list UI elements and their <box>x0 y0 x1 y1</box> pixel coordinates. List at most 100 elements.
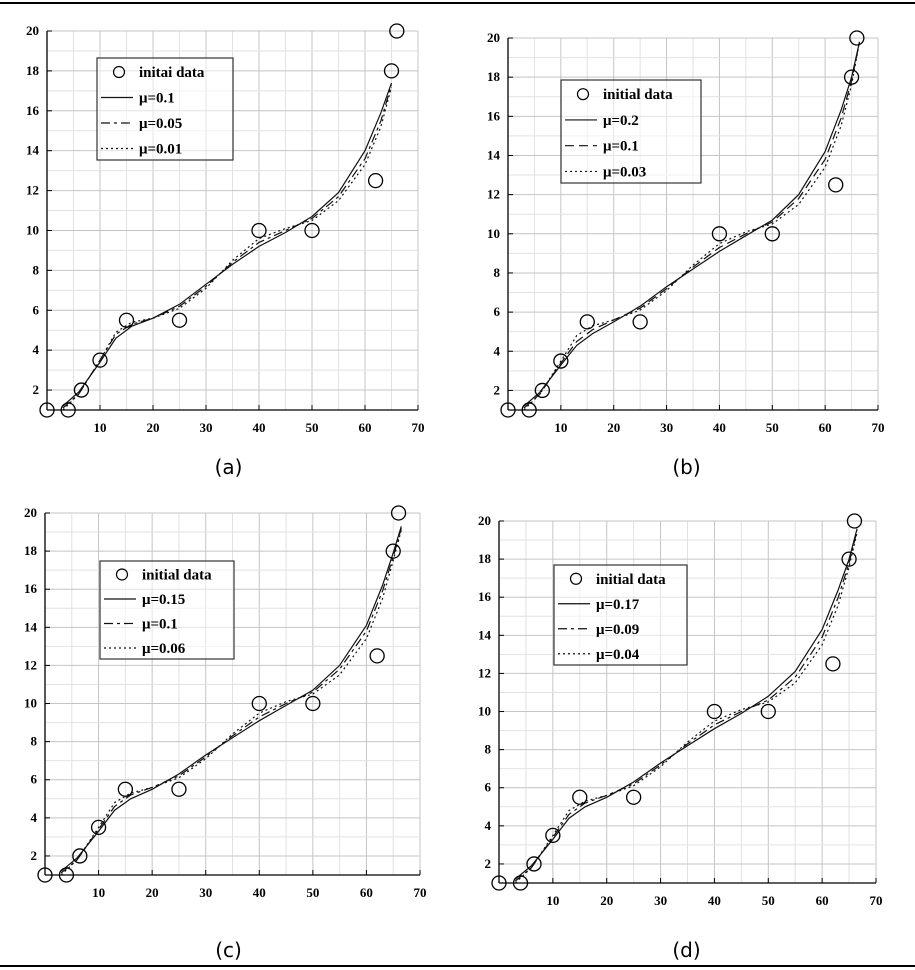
data-point <box>764 226 780 242</box>
data-point <box>367 172 384 189</box>
bottom-rule <box>0 965 915 967</box>
y-tick-label: 20 <box>478 513 491 528</box>
y-tick-label: 8 <box>494 265 501 280</box>
data-point <box>500 402 516 418</box>
data-point <box>632 314 648 330</box>
data-point <box>304 222 320 239</box>
data-point <box>846 513 863 529</box>
x-tick-label: 60 <box>360 885 373 900</box>
y-tick-label: 14 <box>487 147 501 162</box>
legend-box <box>99 560 235 660</box>
legend-label-3: μ=0.03 <box>603 164 646 180</box>
legend-label-1: μ=0.17 <box>596 597 640 613</box>
series-line-1 <box>60 526 402 872</box>
series-line-1 <box>514 528 858 880</box>
legend-label-data: initai data <box>139 65 205 81</box>
legend-label-3: μ=0.06 <box>142 641 186 657</box>
x-tick-label: 70 <box>412 420 425 435</box>
panel-d: 10 20 30 40 50 60 70 2 4 6 8 10 12 14 16 18 20 initial da… <box>458 483 915 963</box>
data-point <box>37 867 53 883</box>
series-line-1 <box>523 41 861 407</box>
chart-d: 10 20 30 40 50 60 70 2 4 6 8 10 12 14 16 18 20 initial da… <box>478 513 883 908</box>
data-point <box>625 789 642 805</box>
y-tick-label: 20 <box>487 30 500 45</box>
legend-marker-data <box>569 572 583 585</box>
caption-b: (b) <box>672 455 701 479</box>
x-tick-label: 10 <box>94 420 107 435</box>
y-tick-label: 14 <box>26 143 40 158</box>
x-tick-label: 40 <box>708 893 721 908</box>
x-tick-label: 10 <box>546 893 559 908</box>
series-line-3 <box>62 86 393 411</box>
panel-c: 10 20 30 40 50 60 70 2 4 6 8 10 12 14 16 18 20 initial da… <box>0 483 457 963</box>
x-tick-label: 60 <box>359 420 372 435</box>
x-tick-label: 10 <box>92 885 105 900</box>
series-line-3 <box>523 41 861 411</box>
legend-label-1: μ=0.2 <box>603 113 639 129</box>
x-tick-label: 70 <box>870 893 883 908</box>
legend-box <box>560 79 702 184</box>
series-line-3 <box>60 529 402 876</box>
data-point <box>579 314 595 330</box>
data-point <box>73 382 90 398</box>
y-tick-label: 10 <box>24 696 37 711</box>
y-tick-label: 10 <box>478 704 491 719</box>
y-tick-label: 8 <box>33 262 40 277</box>
data-point <box>491 875 507 891</box>
legend-marker-data <box>112 65 126 79</box>
y-tick-label: 12 <box>478 665 491 680</box>
legend-label-3: μ=0.01 <box>139 142 182 158</box>
y-tick-label: 12 <box>26 183 39 198</box>
data-point <box>369 648 385 664</box>
data-point <box>521 402 537 418</box>
x-tick-label: 50 <box>762 893 775 908</box>
x-tick-label: 70 <box>872 420 885 435</box>
x-tick-label: 50 <box>766 420 779 435</box>
legend-label-data: initial data <box>596 572 666 588</box>
data-point <box>545 827 561 844</box>
data-point <box>117 781 134 797</box>
x-tick-label: 30 <box>199 885 212 900</box>
data-point <box>512 875 529 891</box>
legend-label-1: μ=0.15 <box>142 592 185 608</box>
y-tick-label: 6 <box>31 772 38 787</box>
data-point <box>760 703 776 720</box>
data-point <box>39 402 55 418</box>
x-tick-label: 60 <box>816 893 829 908</box>
data-point <box>843 69 860 85</box>
data-point <box>92 352 108 368</box>
data-point <box>828 177 844 193</box>
data-point <box>534 382 551 399</box>
chart-b: 10 20 30 40 50 60 70 2 4 6 8 10 12 14 16 18 20 initial da… <box>487 30 885 435</box>
x-tick-label: 20 <box>607 420 620 435</box>
y-tick-label: 6 <box>494 304 501 319</box>
data-point <box>251 695 267 712</box>
x-tick-label: 40 <box>253 885 266 900</box>
y-tick-label: 12 <box>24 657 37 672</box>
x-tick-label: 60 <box>819 420 832 435</box>
legend-label-2: μ=0.1 <box>142 616 178 632</box>
y-tick-label: 6 <box>485 780 492 795</box>
data-point <box>706 703 723 720</box>
data-point <box>711 226 728 242</box>
y-tick-label: 16 <box>478 589 492 604</box>
data-point <box>390 505 407 521</box>
legend-label-3: μ=0.04 <box>596 647 640 663</box>
legend-label-2: μ=0.05 <box>139 116 182 132</box>
y-tick-label: 18 <box>26 63 40 78</box>
data-point <box>572 789 588 805</box>
y-tick-label: 2 <box>31 848 38 863</box>
y-tick-label: 18 <box>478 551 492 566</box>
caption-c: (c) <box>215 938 242 962</box>
legend-box <box>553 564 688 666</box>
y-tick-label: 16 <box>26 103 40 118</box>
data-point <box>526 856 542 872</box>
x-tick-label: 20 <box>600 893 613 908</box>
data-point <box>849 30 865 46</box>
x-tick-label: 40 <box>713 420 726 435</box>
series-line-2 <box>60 528 402 874</box>
data-point <box>383 63 400 79</box>
data-point <box>389 23 405 39</box>
panel-a: 10 20 30 40 50 60 70 2 4 6 8 10 12 14 16 18 20 initai dat… <box>0 0 457 480</box>
data-point <box>251 222 267 239</box>
